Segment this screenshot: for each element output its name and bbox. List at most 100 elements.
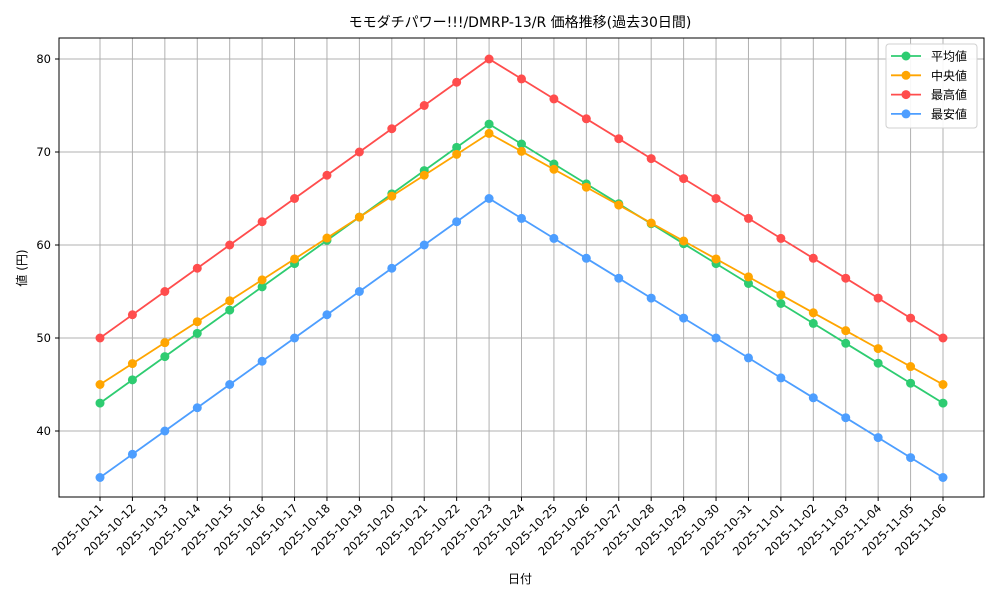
data-point (95, 398, 105, 408)
data-point (776, 373, 786, 383)
data-point (873, 293, 883, 303)
data-point (549, 94, 559, 104)
data-point (290, 254, 300, 264)
data-point (938, 473, 948, 482)
data-point (452, 217, 462, 227)
data-point (160, 287, 170, 296)
legend-box (885, 43, 978, 129)
data-point (743, 353, 753, 363)
legend-item: 最高値 (891, 87, 967, 102)
data-point (452, 142, 462, 152)
legend-label: 中央値 (931, 68, 967, 83)
data-point (160, 426, 170, 436)
data-point (95, 380, 105, 389)
data-point (938, 333, 948, 343)
data-point (679, 313, 689, 323)
y-tick-label: 70 (36, 145, 51, 159)
data-point (322, 310, 332, 320)
data-point (127, 310, 137, 320)
data-point (679, 174, 689, 184)
chart-title: モモダチパワー!!!/DMRP-13/R 価格推移(過去30日間) (349, 15, 692, 31)
data-point (419, 101, 429, 110)
data-point (808, 308, 818, 318)
data-point (322, 233, 332, 243)
data-point (873, 344, 883, 354)
data-point (517, 146, 526, 156)
y-tick-label: 80 (36, 52, 51, 66)
data-series (95, 54, 948, 482)
data-point (225, 240, 235, 250)
data-point (387, 191, 397, 201)
data-point (517, 213, 526, 223)
data-point (257, 356, 267, 366)
data-point (517, 74, 526, 84)
data-point (225, 380, 235, 389)
data-point (841, 338, 851, 348)
data-point (873, 433, 883, 443)
data-point (906, 362, 916, 372)
data-point (711, 194, 721, 203)
data-point (419, 170, 429, 180)
y-axis-label: 値 (円) (14, 249, 29, 286)
data-point (614, 200, 624, 210)
data-point (160, 352, 170, 362)
data-point (257, 282, 267, 292)
legend-item: 中央値 (891, 68, 967, 83)
data-point (873, 358, 883, 368)
data-point (354, 212, 364, 222)
data-point (354, 287, 364, 296)
data-point (127, 449, 137, 459)
y-tick-label: 50 (36, 331, 51, 345)
data-point (387, 124, 397, 134)
legend-label: 平均値 (931, 49, 967, 64)
data-point (743, 279, 753, 289)
legend-item: 平均値 (891, 49, 967, 64)
data-point (614, 134, 624, 144)
legend-label: 最高値 (931, 87, 967, 102)
data-point (225, 305, 235, 315)
data-point (549, 233, 559, 243)
data-point (257, 275, 267, 285)
y-axis-ticks: 40 50 60 70 80 (36, 52, 59, 438)
data-point (743, 272, 753, 282)
data-point (192, 328, 202, 338)
legend-label: 最安値 (931, 106, 967, 121)
data-point (225, 296, 235, 306)
data-point (290, 333, 300, 343)
data-point (127, 359, 137, 369)
data-point (484, 119, 494, 129)
data-point (419, 240, 429, 250)
data-point (614, 273, 624, 283)
data-point (938, 380, 948, 389)
data-point (95, 333, 105, 343)
data-point (192, 317, 202, 327)
series-line (95, 194, 948, 482)
y-tick-label: 60 (36, 238, 51, 252)
data-point (517, 139, 526, 149)
data-point (841, 273, 851, 283)
data-point (711, 254, 721, 264)
data-point (646, 293, 656, 303)
data-point (354, 147, 364, 157)
data-point (127, 375, 137, 385)
y-tick-label: 40 (36, 424, 51, 438)
data-point (808, 318, 818, 328)
data-point (646, 218, 656, 228)
data-point (290, 194, 300, 203)
data-point (95, 473, 105, 482)
data-point (581, 182, 591, 192)
data-point (841, 413, 851, 423)
data-point (808, 393, 818, 403)
series-line (95, 54, 948, 343)
data-point (257, 217, 267, 227)
data-point (549, 164, 559, 174)
data-point (841, 326, 851, 336)
data-point (192, 403, 202, 413)
data-point (581, 114, 591, 124)
data-point (938, 398, 948, 408)
data-point (679, 236, 689, 246)
data-point (160, 338, 170, 348)
data-point (322, 170, 332, 180)
